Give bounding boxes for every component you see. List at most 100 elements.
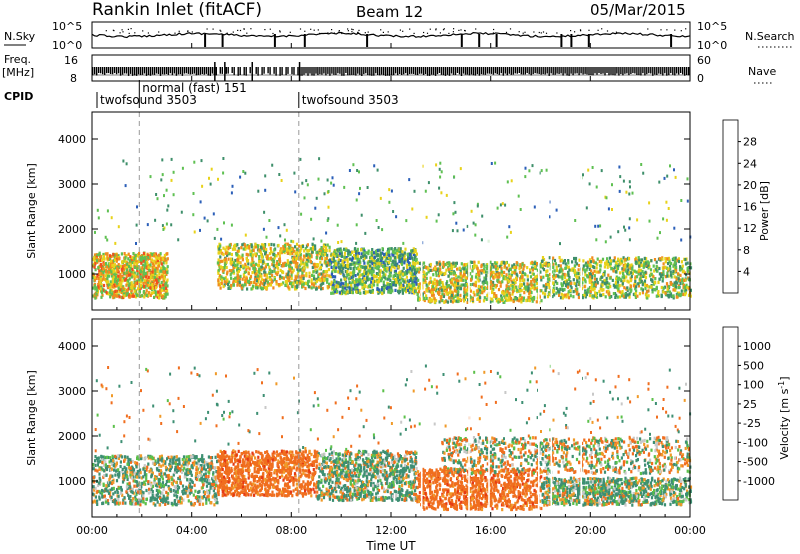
echo-cell-sparse — [340, 240, 343, 244]
echo-cell — [407, 256, 410, 260]
echo-cell — [567, 261, 570, 265]
freq-bar — [145, 67, 148, 76]
echo-cell — [391, 280, 394, 285]
freq-bar — [576, 67, 578, 74]
freq-bar — [524, 67, 526, 75]
echo-cell — [572, 278, 575, 282]
echo-cell — [417, 278, 420, 282]
freq-bar — [550, 67, 552, 74]
echo-cell — [588, 274, 592, 279]
echo-cell — [582, 264, 585, 268]
echo-cell — [449, 278, 452, 282]
echo-cell — [505, 284, 508, 288]
echo-cell — [152, 279, 155, 283]
echo-cell — [675, 295, 678, 299]
echo-cell — [662, 270, 665, 274]
echo-cell — [680, 260, 683, 264]
echo-cell — [594, 291, 597, 295]
echo-cell — [114, 266, 117, 270]
freq-bar — [117, 67, 120, 74]
freq-bar — [307, 67, 309, 76]
echo-cell — [340, 289, 343, 294]
echo-cell — [160, 288, 163, 292]
echo-cell — [230, 269, 234, 273]
echo-cell — [149, 263, 152, 267]
echo-cell — [156, 267, 159, 271]
echo-cell — [462, 274, 465, 278]
echo-cell — [455, 282, 458, 287]
echo-cell — [673, 281, 676, 285]
echo-cell — [615, 275, 618, 279]
echo-cell — [273, 278, 276, 282]
echo-cell — [338, 266, 342, 271]
echo-cell — [465, 270, 468, 274]
echo-cell — [526, 282, 529, 286]
freq-bar — [542, 67, 544, 75]
echo-cell — [622, 263, 625, 268]
echo-cell — [534, 275, 537, 279]
echo-cell — [621, 290, 624, 294]
echo-cell — [644, 276, 648, 280]
nsearch-dot — [439, 32, 441, 34]
freq-bar — [167, 67, 170, 75]
freq-bar — [157, 67, 160, 74]
nsearch-dot — [232, 31, 234, 33]
echo-cell — [131, 273, 134, 277]
echo-cell — [319, 279, 322, 283]
echo-cell — [102, 262, 106, 266]
echo-cell — [259, 286, 262, 290]
echo-cell — [471, 269, 474, 273]
nsky-dropout — [273, 34, 276, 47]
echo-cell — [122, 292, 126, 296]
freq-bar — [640, 67, 642, 76]
echo-cell — [502, 275, 505, 279]
echo-cell — [392, 276, 395, 280]
echo-cell — [506, 278, 509, 282]
echo-cell — [124, 256, 127, 260]
echo-cell — [410, 249, 413, 253]
echo-cell — [232, 279, 235, 283]
echo-cell — [415, 271, 418, 275]
echo-cell — [298, 250, 301, 254]
nsearch-dot — [121, 29, 123, 31]
echo-cell — [381, 251, 384, 255]
freq-bar — [548, 67, 550, 76]
echo-cell — [356, 247, 359, 251]
freq-bar — [169, 67, 172, 74]
echo-cell — [640, 287, 643, 291]
cpid-mode-label: normal (fast) 151 — [142, 81, 246, 95]
echo-cell — [364, 267, 367, 271]
echo-cell — [451, 300, 454, 304]
echo-cell — [526, 274, 529, 278]
echo-cell — [627, 293, 630, 297]
freq-bar — [393, 67, 395, 76]
echo-cell — [614, 260, 618, 264]
echo-cell — [464, 283, 467, 288]
echo-cell — [595, 295, 599, 299]
echo-cell — [446, 292, 449, 296]
echo-cell — [98, 264, 101, 268]
echo-cell — [524, 285, 527, 289]
echo-cell — [254, 242, 257, 246]
echo-cell — [401, 272, 404, 276]
echo-cell — [609, 285, 612, 289]
echo-cell — [337, 270, 340, 274]
echo-cell — [627, 272, 630, 276]
echo-cell — [382, 273, 385, 277]
echo-cell — [379, 274, 382, 279]
echo-cell — [403, 258, 406, 262]
echo-cell — [123, 252, 126, 256]
echo-cell — [218, 274, 222, 278]
echo-cell — [113, 272, 117, 276]
echo-cell — [578, 280, 581, 284]
echo-cell — [685, 273, 688, 277]
freq-bar — [672, 67, 674, 75]
echo-cell — [368, 289, 371, 293]
echo-cell — [622, 272, 625, 276]
echo-cell — [491, 283, 494, 287]
echo-cell — [228, 252, 231, 256]
echo-cell — [636, 275, 639, 279]
echo-cell — [395, 280, 398, 284]
echo-cell — [143, 274, 146, 278]
echo-cell — [438, 260, 441, 264]
